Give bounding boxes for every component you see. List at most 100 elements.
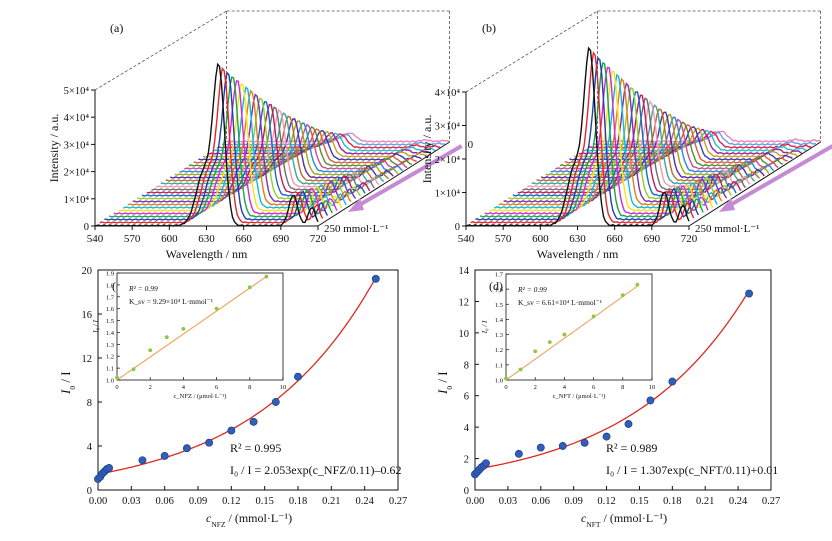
inset-x-axis-title: c_NFZ / (μmol·L⁻¹) [174,393,227,400]
inset-data-point [181,326,186,331]
concentration-arrow [724,144,832,210]
inset-data-point [620,293,625,298]
data-point [602,432,611,441]
spectrum-trace [475,56,700,221]
data-point [536,443,545,452]
data-point [624,420,633,428]
inset-r-squared: R² = 0.99 [128,284,158,293]
x-tick-label: 0.00 [466,496,484,507]
text-span: 0 [445,386,454,390]
spectrum-trace [99,66,324,224]
spectrum-trace [104,71,329,221]
arrow-head [348,198,364,212]
inset-y-tick-label: 1.1 [106,366,114,373]
x-tick-label: 0.15 [630,496,648,507]
spectrum-trace [479,61,704,218]
inset-y-tick-label: 1.5 [106,318,114,325]
data-point [160,451,169,460]
spectrum-trace [216,133,441,149]
y-tick-label: 10 [459,329,470,340]
x-tick-label: 0.03 [122,496,140,507]
inset-ksv: K_sv = 9.29×10⁴ L·mmol⁻¹ [129,297,213,306]
x-tick-label: 630 [198,233,215,245]
data-point [227,426,236,435]
data-point [668,377,677,386]
text-span: NFT [586,520,601,529]
inset-fit-line [505,285,638,381]
inset-r-squared: R² = 0.99 [517,285,547,294]
x-tick-label: 630 [569,233,586,245]
y-tick-label: 5×10⁴ [64,86,90,97]
x-tick-label: 0.12 [597,496,615,507]
inset-x-tick-label: 0 [115,384,118,391]
text-span: I [58,389,73,395]
spectrum-trace [526,100,751,188]
x-tick-label: 540 [458,233,475,245]
x-axis-title: Wavelength / nm [166,247,248,261]
inset-y-tick-label: 1.0 [106,378,114,385]
inset-y-tick-label: 1.2 [495,347,503,354]
text-span: / (mmol·L⁻¹) [226,511,293,525]
panel-label: (d) [489,279,503,293]
inset-y-tick-label: 1.4 [106,330,115,337]
spectrum-trace [151,106,375,191]
x-tick-label: 0.24 [355,496,374,507]
x-tick-label: 600 [532,233,549,245]
inset-chart: 0 2 4 6 8 10 1.0 1.1 1.2 1.3 1.4 1.5 1.6 1.7 1.8 1.9 R² … [92,271,286,401]
x-tick-label: 570 [495,233,512,245]
inset-x-tick-label: 6 [215,384,219,391]
x-tick-label: 0.12 [222,496,240,507]
data-point [271,398,280,406]
y-tick-label: 16 [82,310,93,321]
inset-data-point [518,367,523,372]
y-tick-label: 3×10⁴ [435,122,461,133]
inset-y-tick-label: 1.5 [495,302,503,309]
inset-x-tick-label: 10 [280,384,287,391]
waterfall-panel-1: 540 570 600 630 660 690 720 0 1×10⁴ 2×10⁴ 3×10⁴ 4×1… [420,10,832,261]
inset-data-point [214,306,219,311]
inset-data-point [635,282,640,287]
x-axis-title: cNFZ / (mmol·L⁻¹) [206,511,292,529]
inset-y-tick-label: 1.0 [495,378,503,385]
y-tick-label: 0 [464,486,469,497]
x-tick-label: 660 [235,233,252,245]
inset-y-tick-label: 1.7 [106,294,115,301]
inset-y-tick-label: 1.3 [106,342,114,349]
inset-y-tick-label: 1.9 [106,271,114,278]
inset-data-point [504,376,508,381]
inset-data-point [547,340,552,345]
x-tick-label: 540 [87,233,104,245]
inset-x-axis-title: c_NFT / (μmol·L⁻¹) [553,393,606,400]
x-tick-label: 690 [273,233,290,245]
inset-x-tick-label: 2 [149,384,152,391]
data-point [182,444,191,453]
x-tick-label: 0.06 [532,496,550,507]
inset-x-tick-label: 8 [621,384,624,391]
inset-data-point [264,274,269,279]
depth-axis [688,141,821,227]
x-tick-label: 0.21 [322,496,340,507]
x-tick-label: 0.18 [663,496,681,507]
y-tick-label: 14 [459,266,470,277]
spectrum-trace [597,130,821,143]
spectrum-trace [503,82,728,203]
x-axis-title: Wavelength / nm [537,247,619,261]
spectrum-trace [470,51,695,224]
x-tick-label: 0.00 [89,496,107,507]
arrow-end-label: 250 mmol·L⁻¹ [324,223,388,235]
y-tick-label: 2×10⁴ [435,155,461,166]
panel-label: (b) [482,21,496,35]
r-squared-label: R² = 0.989 [606,441,657,455]
inset-data-point [115,375,119,380]
text-span: 0 [68,386,77,390]
text-span: c [581,511,587,525]
x-tick-label: 0.15 [255,496,273,507]
y-tick-label: 2×10⁴ [64,168,90,179]
spectrum-trace [127,89,352,206]
fit-curve [474,290,750,470]
inset-x-tick-label: 2 [534,384,537,391]
x-tick-label: 0.24 [729,496,748,507]
inset-y-tick-label: 1.6 [106,306,115,313]
data-point [514,449,523,458]
y-tick-label: 4 [464,423,470,434]
